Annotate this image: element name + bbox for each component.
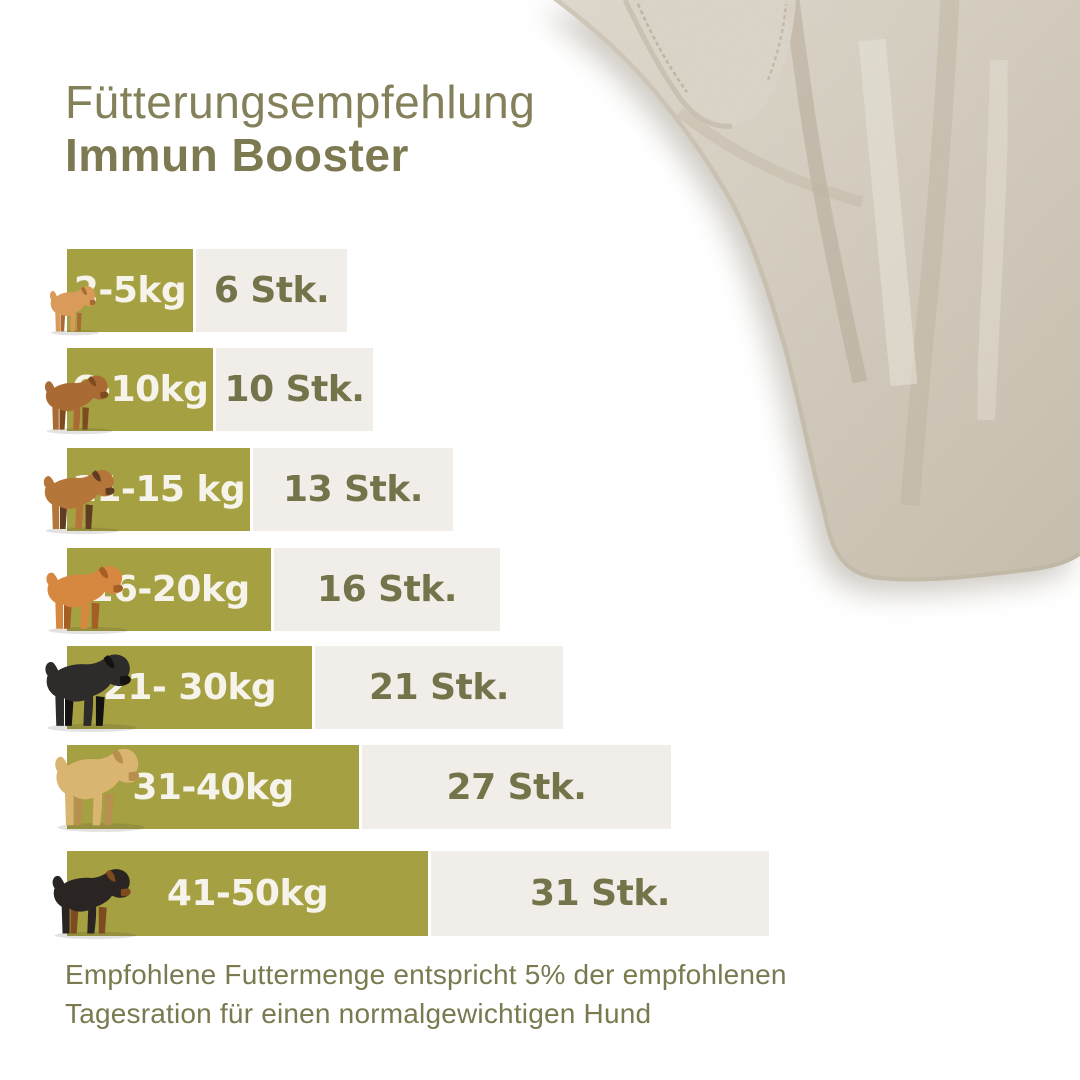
dog-image-chihuahua [45, 284, 107, 336]
piece-count-bar: 16 Stk. [274, 548, 500, 631]
piece-count-label: 6 Stk. [213, 270, 330, 311]
piece-count-bar: 31 Stk. [431, 851, 769, 936]
feeding-row-16-20kg: 16-20kg 16 Stk. [0, 548, 1080, 631]
footnote: Empfohlene Futtermenge entspricht 5% der… [65, 956, 787, 1033]
title-line-1: Fütterungsempfehlung [65, 76, 536, 128]
title-line-2: Immun Booster [65, 129, 409, 182]
dog-image-border-collie [36, 651, 152, 733]
weight-range-label: 41-50kg [166, 873, 329, 914]
footnote-line-1: Empfohlene Futtermenge entspricht 5% der… [65, 959, 787, 990]
piece-count-bar: 10 Stk. [216, 348, 373, 431]
piece-count-bar: 27 Stk. [362, 745, 671, 829]
feeding-row-2-5kg: 2-5kg 6 Stk. [0, 249, 1080, 332]
feeding-row-6-10kg: 6-10kg 10 Stk. [0, 348, 1080, 431]
feeding-row-31-40kg: 31-40kg 27 Stk. [0, 745, 1080, 829]
piece-count-bar: 21 Stk. [315, 646, 563, 729]
dog-image-rottweiler [44, 866, 150, 940]
piece-count-label: 31 Stk. [530, 873, 670, 914]
dog-image-corgi [38, 563, 142, 635]
linen-fabric-image [553, 0, 1080, 582]
piece-count-label: 10 Stk. [224, 369, 365, 410]
footnote-line-2: Tagesration für einen normalgewichtigen … [65, 997, 652, 1029]
dog-image-labrador [46, 745, 160, 833]
weight-range-label: 31-40kg [132, 766, 294, 808]
dog-image-beagle [36, 467, 132, 535]
piece-count-label: 27 Stk. [446, 766, 587, 808]
piece-count-bar: 13 Stk. [253, 448, 453, 531]
feeding-row-11-15kg: 11-15 kg 13 Stk. [0, 448, 1080, 531]
piece-count-bar: 6 Stk. [196, 249, 347, 332]
feeding-row-21-30kg: 21- 30kg 21 Stk. [0, 646, 1080, 729]
piece-count-label: 21 Stk. [369, 667, 509, 708]
page-title: Fütterungsempfehlung Immun Booster [65, 76, 535, 183]
piece-count-label: 16 Stk. [317, 569, 457, 610]
feeding-row-41-50kg: 41-50kg 31 Stk. [0, 851, 1080, 936]
piece-count-label: 13 Stk. [283, 469, 423, 510]
dog-image-small-mixed-breed [38, 373, 124, 435]
